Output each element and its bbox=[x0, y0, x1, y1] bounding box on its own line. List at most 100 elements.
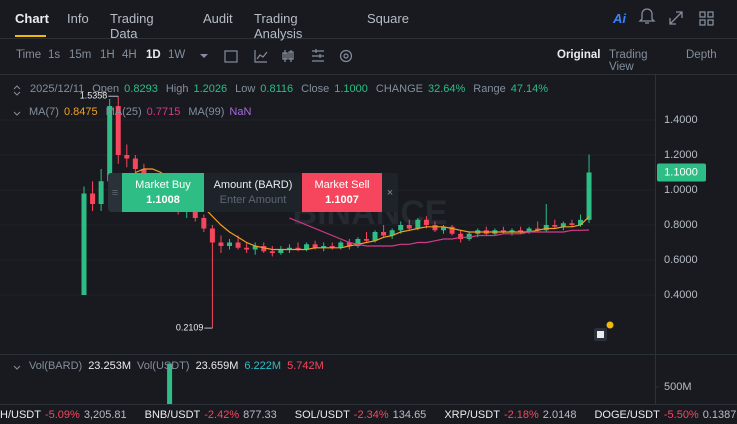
candle-body bbox=[398, 225, 404, 231]
candle-body bbox=[98, 181, 104, 204]
ma-name: MA(99) bbox=[188, 106, 225, 118]
ticker-pair[interactable]: XRP/USDT bbox=[444, 408, 500, 421]
alert-icon[interactable] bbox=[594, 321, 614, 342]
view-option[interactable]: Depth bbox=[686, 49, 717, 61]
indicator-icon[interactable] bbox=[254, 50, 268, 63]
candle-body bbox=[107, 106, 113, 182]
candle-body bbox=[535, 228, 541, 231]
ma-value: 0.7715 bbox=[146, 106, 181, 118]
more-icon-dot bbox=[343, 53, 349, 59]
market-buy-price: 1.1008 bbox=[146, 194, 180, 206]
volume-legend-item: Vol(USDT) bbox=[137, 360, 190, 372]
legend-label: Close bbox=[301, 83, 330, 95]
close-popup[interactable]: × bbox=[382, 173, 398, 212]
candle-body bbox=[381, 232, 387, 236]
last-price-tag bbox=[657, 163, 706, 182]
legend-toggle[interactable] bbox=[13, 85, 21, 96]
header-tab[interactable]: Audit bbox=[203, 11, 233, 26]
bell-icon[interactable] bbox=[638, 8, 656, 24]
candle-body bbox=[363, 239, 369, 241]
market-buy-button[interactable]: Market Buy 1.1008 bbox=[122, 173, 204, 212]
more-icon[interactable] bbox=[339, 49, 353, 63]
header-tab[interactable]: Chart bbox=[15, 11, 49, 26]
candle-body bbox=[90, 193, 96, 204]
interval-option[interactable]: 1D bbox=[146, 49, 161, 61]
amount-placeholder: Enter Amount bbox=[219, 194, 287, 206]
candle-body bbox=[132, 158, 138, 169]
candle-body bbox=[269, 251, 275, 253]
candle-body bbox=[423, 219, 429, 225]
view-option[interactable]: Trading View bbox=[609, 49, 648, 73]
ticker-price: 2.0148 bbox=[542, 408, 577, 421]
ma-line bbox=[289, 217, 590, 247]
legend-label: Low bbox=[235, 83, 256, 95]
candle-body bbox=[201, 218, 207, 229]
grid-icon[interactable] bbox=[699, 11, 714, 26]
candle-body bbox=[261, 246, 267, 252]
ticker-price: 877.33 bbox=[243, 408, 277, 421]
candle-body bbox=[415, 219, 421, 229]
legend-label: High bbox=[165, 83, 189, 95]
candle-body bbox=[338, 242, 344, 248]
ticker-pair[interactable]: DOGE/USDT bbox=[594, 408, 660, 421]
calendar-icon[interactable] bbox=[224, 50, 238, 63]
candle-body bbox=[244, 247, 250, 250]
interval-option[interactable]: 15m bbox=[69, 49, 92, 61]
ohlc-legend: 2025/12/11 Open 0.8293 High 1.2026 Low 0.8116 C… bbox=[30, 82, 551, 96]
ticker-pair[interactable]: SOL/USDT bbox=[294, 408, 350, 421]
legend-value: 47.14% bbox=[510, 83, 549, 95]
legend-value: 1.2026 bbox=[193, 83, 228, 95]
volume-legend-item: 5.742M bbox=[287, 360, 324, 372]
ticker-pair[interactable]: H/USDT bbox=[0, 408, 41, 421]
candle-body bbox=[286, 247, 292, 250]
drag-handle[interactable]: ≡ bbox=[108, 173, 122, 212]
legend-date: 2025/12/11 bbox=[30, 83, 85, 95]
candle-body bbox=[466, 233, 472, 239]
ticker-change: -2.42% bbox=[204, 408, 240, 421]
legend-label: CHANGE bbox=[375, 83, 423, 95]
interval-dropdown[interactable] bbox=[200, 54, 208, 58]
interval-option[interactable]: 1H bbox=[100, 49, 115, 61]
ticker-change: -2.18% bbox=[503, 408, 539, 421]
header-tab[interactable]: Square bbox=[367, 11, 409, 26]
candle-type-icon[interactable] bbox=[282, 50, 294, 62]
candle-body bbox=[560, 223, 566, 227]
view-option[interactable]: Original bbox=[557, 49, 601, 61]
ticker-price: 0.13876 bbox=[702, 408, 737, 421]
candle-body bbox=[543, 225, 549, 231]
interval-option[interactable]: 1s bbox=[48, 49, 61, 61]
candle-body bbox=[500, 230, 506, 232]
candle-body bbox=[252, 246, 258, 250]
candle-body bbox=[192, 207, 198, 218]
volume-legend-item: 23.659M bbox=[195, 360, 239, 372]
ma-name: MA(25) bbox=[105, 106, 142, 118]
low-label: 0.2109 bbox=[176, 322, 204, 332]
ticker-pair[interactable]: BNB/USDT bbox=[144, 408, 201, 421]
market-sell-price: 1.1007 bbox=[325, 194, 359, 206]
ai-icon[interactable]: Ai bbox=[613, 11, 626, 26]
ma-name: MA(7) bbox=[29, 106, 59, 118]
interval-option[interactable]: Time bbox=[16, 49, 42, 61]
y-tick-label: 0.8000 bbox=[664, 219, 698, 231]
market-sell-label: Market Sell bbox=[314, 179, 370, 191]
legend-value: 1.1000 bbox=[334, 83, 368, 95]
interval-option[interactable]: 1W bbox=[168, 49, 186, 61]
settings-icon[interactable] bbox=[312, 49, 324, 62]
header-tab[interactable]: Trading Analysis bbox=[254, 11, 303, 41]
amount-input[interactable]: Amount (BARD) Enter Amount bbox=[204, 173, 302, 212]
ticker-price: 3,205.81 bbox=[83, 408, 127, 421]
expand-icon[interactable] bbox=[669, 11, 683, 25]
vol-toggle[interactable] bbox=[13, 365, 21, 370]
amount-label: Amount (BARD) bbox=[213, 179, 293, 191]
candle-body bbox=[441, 226, 447, 231]
ma-toggle[interactable] bbox=[13, 111, 21, 116]
candle-body bbox=[458, 233, 464, 239]
high-label: 1.5358 bbox=[80, 91, 108, 101]
ticker-bar: H/USDT -5.09% 3,205.81 BNB/USDT -2.42% 877.33… bbox=[0, 404, 737, 424]
header-tab[interactable]: Info bbox=[67, 11, 89, 26]
candle-body bbox=[329, 246, 335, 248]
toolbar-icons[interactable] bbox=[224, 49, 353, 63]
header-tab[interactable]: Trading Data bbox=[110, 11, 154, 41]
market-sell-button[interactable]: Market Sell 1.1007 bbox=[302, 173, 382, 212]
interval-option[interactable]: 4H bbox=[122, 49, 137, 61]
